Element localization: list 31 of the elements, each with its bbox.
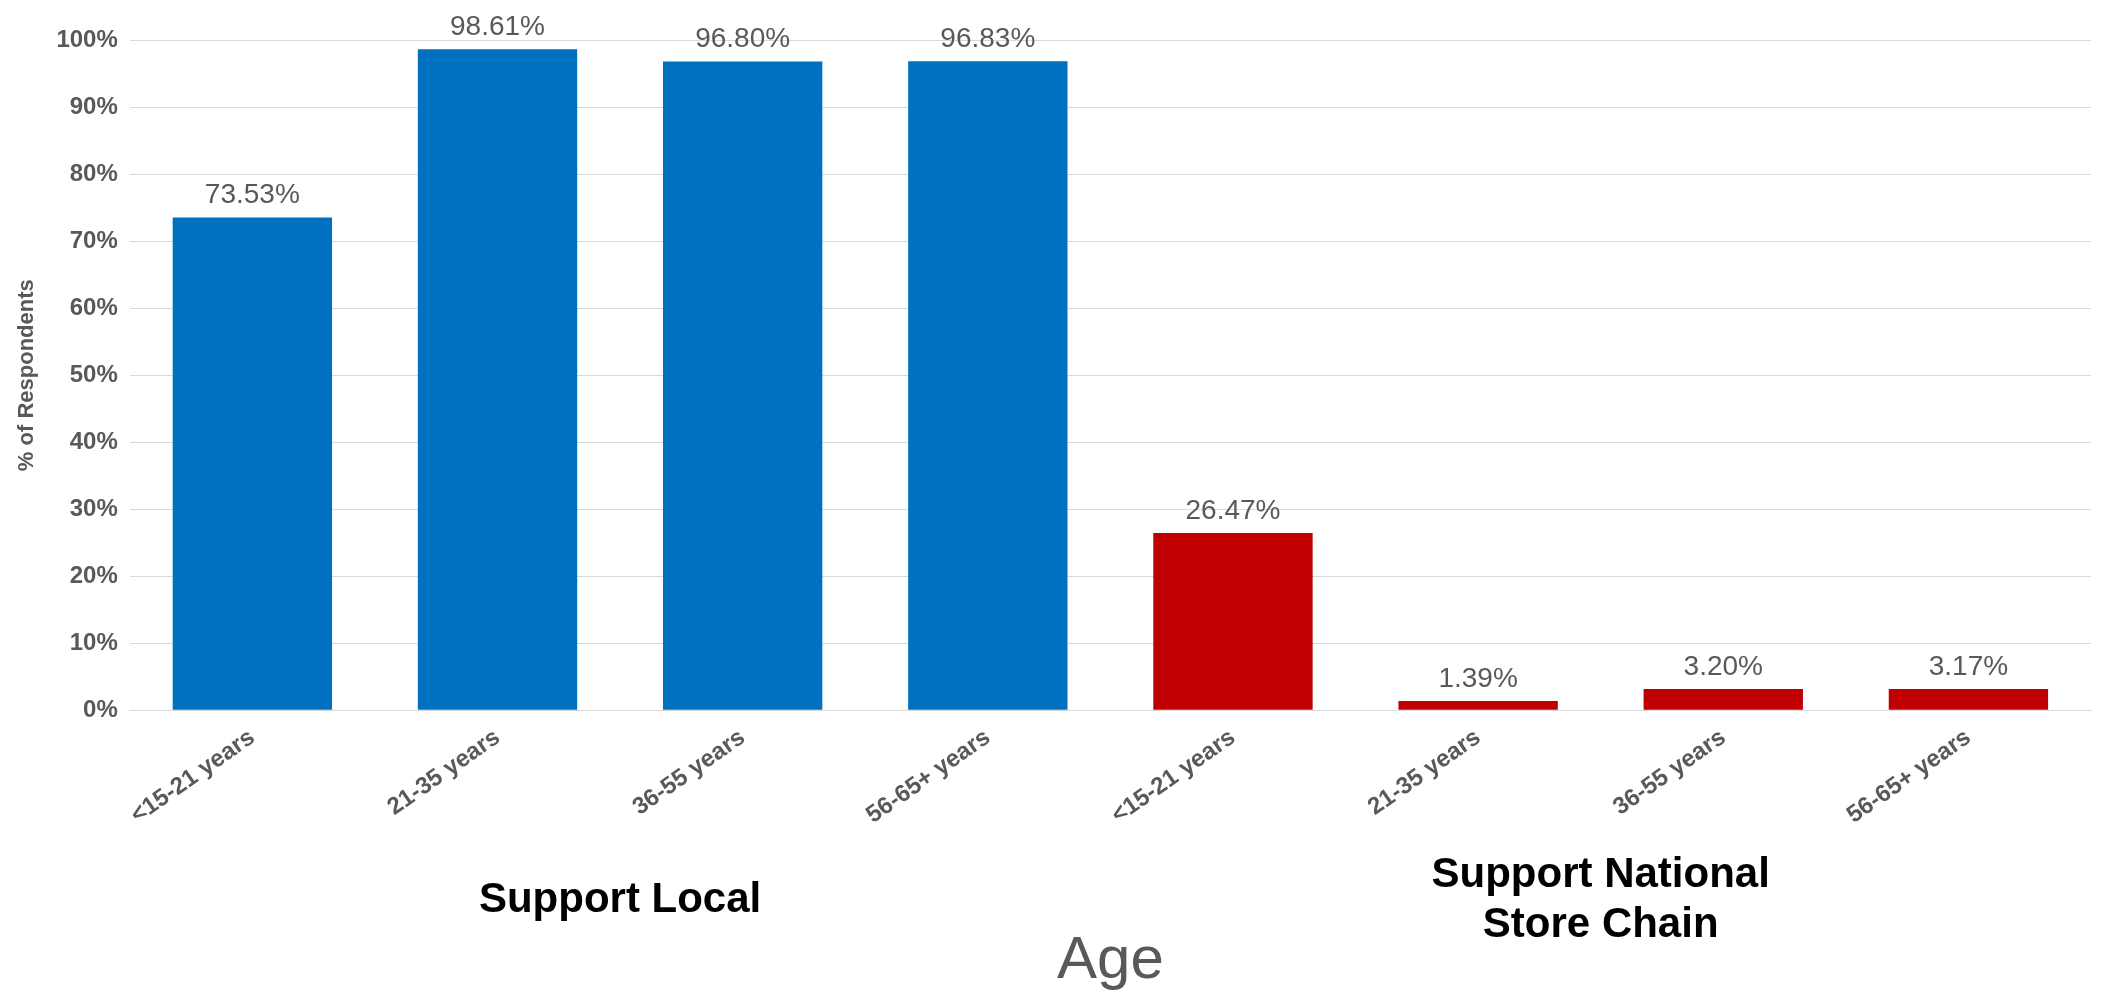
- data-label: 98.61%: [450, 10, 545, 42]
- data-label: 96.80%: [695, 22, 791, 54]
- y-tick-label: 20%: [69, 560, 118, 588]
- y-tick-label: 40%: [69, 426, 118, 454]
- y-tick-label: 50%: [69, 359, 118, 387]
- y-tick-label: 80%: [69, 158, 118, 186]
- bar: [1888, 689, 2049, 710]
- data-label: 96.83%: [940, 21, 1036, 53]
- bar: [1153, 532, 1313, 710]
- data-label: 26.47%: [1185, 493, 1281, 525]
- y-tick-label: 30%: [69, 493, 118, 521]
- data-label: 3.17%: [1928, 649, 2009, 681]
- y-tick-label: 90%: [69, 91, 118, 119]
- y-tick-label: 10%: [69, 627, 118, 655]
- data-label: 73.53%: [204, 178, 300, 210]
- y-axis-title: % of Respondents: [13, 279, 39, 472]
- data-label: 1.39%: [1438, 661, 1518, 693]
- bar: [172, 217, 333, 710]
- y-tick-label: 0%: [83, 694, 118, 722]
- bar: [1398, 701, 1558, 710]
- bar: [1643, 688, 1803, 710]
- bar: [662, 61, 823, 710]
- y-tick-label: 100%: [56, 24, 118, 52]
- bar: [908, 61, 1068, 710]
- y-tick-label: 60%: [69, 292, 118, 320]
- x-axis-title: Age: [1057, 924, 1164, 991]
- text: Support National Store Chain: [1431, 848, 1770, 946]
- bar: [417, 49, 578, 710]
- text: Support Local: [478, 873, 762, 921]
- y-tick-label: 70%: [69, 225, 118, 253]
- data-label: 3.20%: [1683, 649, 1763, 681]
